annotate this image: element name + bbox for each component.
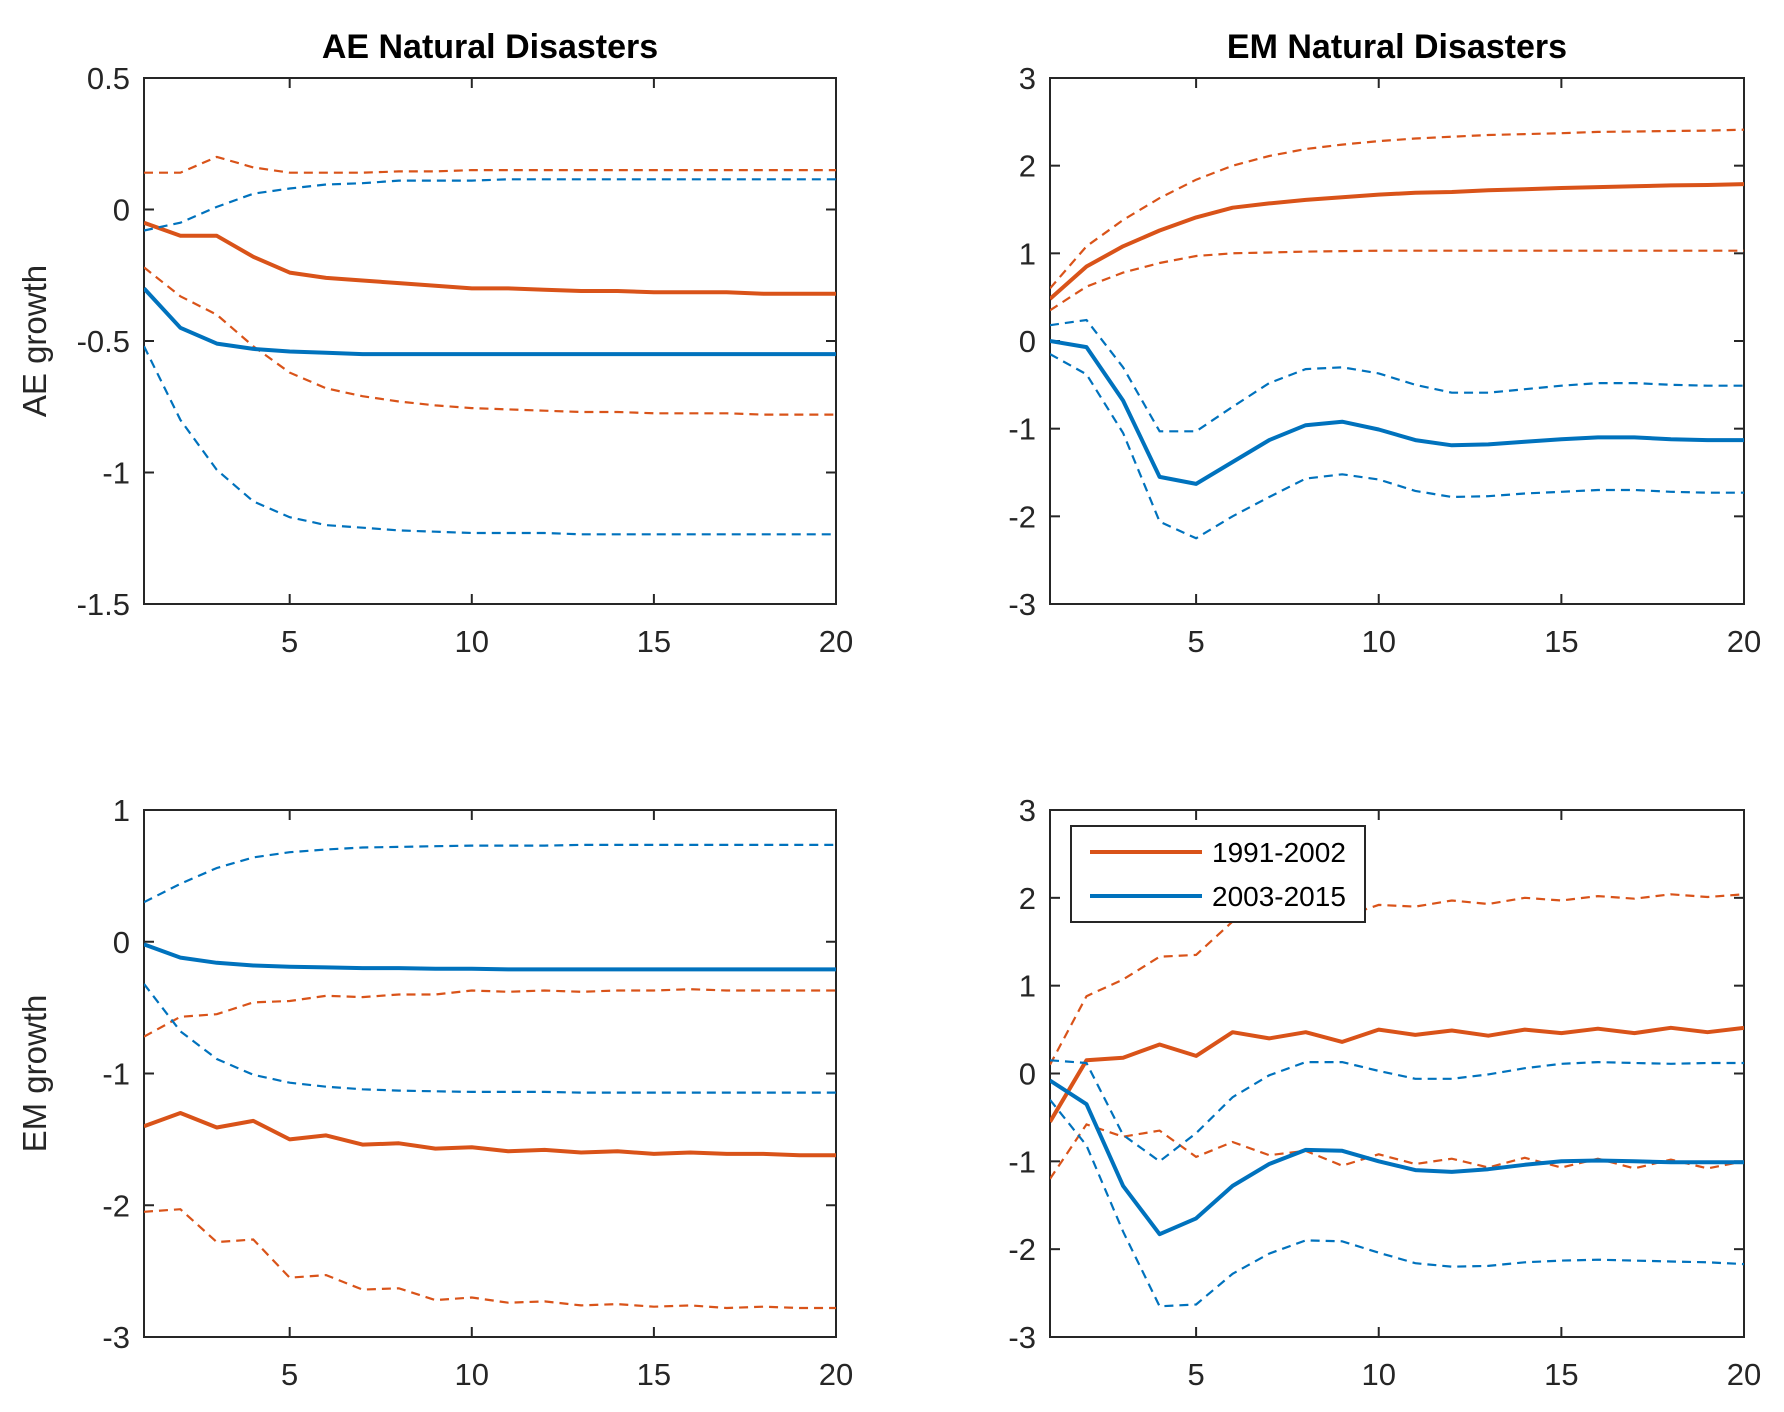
x-tick-label: 15 [637,1357,671,1392]
y-tick-label: 0 [1019,1057,1036,1092]
x-tick-label: 10 [1361,624,1395,659]
y-tick-label: 2 [1019,881,1036,916]
series-line [144,942,836,972]
upper-band-line [144,178,836,232]
x-tick-label: 10 [455,624,489,659]
y-tick-label: 1 [1019,969,1036,1004]
panel-title: EM Natural Disasters [1227,28,1567,66]
y-tick-label: 0 [1019,324,1036,359]
panel-ae-growth-ae-natural-disasters: -1.5 -1 -0.5 0 0.5 5 10 15 20 AE Natural Disaster… [16,28,853,659]
x-tick-label: 5 [1187,624,1204,659]
upper-band-line [144,988,836,1038]
upper-band-line [1050,318,1744,433]
series-line [1050,1078,1744,1237]
x-tick-label: 20 [819,1357,853,1392]
y-tick-label: 2 [1019,149,1036,184]
y-tick-label: 0 [113,193,130,228]
lower-band-line [1050,1123,1744,1180]
x-tick-label: 10 [455,1357,489,1392]
y-tick-label: -1 [1008,412,1036,447]
x-tick-label: 15 [637,624,671,659]
panel-title: AE Natural Disasters [322,28,658,66]
y-tick-label: -1 [1008,1144,1036,1179]
y-axis-label: EM growth [16,995,53,1153]
x-tick-label: 5 [281,1357,298,1392]
plot-area [1050,893,1744,1308]
y-tick-label: -2 [102,1188,130,1223]
legend-label-2003-2015: 2003-2015 [1212,881,1346,912]
upper-band-line [144,843,836,904]
axes-box [1049,77,1745,605]
y-tick-label: -3 [1008,1320,1036,1355]
lower-band-line [144,983,836,1094]
plot-area [144,843,836,1310]
x-tick-label: 15 [1544,1357,1578,1392]
upper-band-line [144,155,836,174]
x-tick-label: 5 [281,624,298,659]
legend: 1991-2002 2003-2015 [1070,825,1366,923]
y-tick-label: -1 [102,456,130,491]
panel-ae-growth-em-natural-disasters: -3 -2 -1 0 1 2 3 5 10 15 20 EM Natural Disasters [1008,28,1761,659]
legend-box [1070,825,1366,923]
series-line [144,287,836,357]
series-line [1050,339,1744,486]
y-tick-label: -2 [1008,499,1036,534]
series-line [144,1111,836,1158]
x-tick-label: 5 [1187,1357,1204,1392]
x-tick-label: 15 [1544,624,1578,659]
y-tick-label: -1 [102,1057,130,1092]
y-tick-label: -2 [1008,1232,1036,1267]
series-line [144,220,836,296]
lower-band-line [1050,353,1744,540]
y-tick-label: 1 [113,793,130,828]
x-tick-label: 10 [1361,1357,1395,1392]
upper-band-line [1050,1059,1744,1163]
series-line [1050,182,1744,301]
lower-band-line [1050,1099,1744,1308]
plot-area [144,155,836,536]
y-tick-label: 0 [113,925,130,960]
upper-band-line [1050,893,1744,1066]
lower-band-line [144,345,836,536]
y-tick-label: 3 [1019,61,1036,96]
lower-band-line [144,1208,836,1310]
y-tick-label: -3 [1008,587,1036,622]
y-tick-label: -3 [102,1320,130,1355]
x-tick-label: 20 [1727,624,1761,659]
y-tick-label: 1 [1019,236,1036,271]
y-tick-label: -0.5 [77,324,130,359]
y-axis-label: AE growth [16,265,53,417]
x-tick-label: 20 [819,624,853,659]
y-tick-label: 3 [1019,793,1036,828]
x-tick-label: 20 [1727,1357,1761,1392]
series-line [1050,1025,1744,1123]
panel-em-growth-em-natural-disasters: -3 -2 -1 0 1 2 3 5 10 15 20 [1008,793,1761,1392]
upper-band-line [1050,128,1744,290]
lower-band-line [1050,249,1744,312]
plot-area [1050,128,1744,540]
y-tick-label: -1.5 [77,587,130,622]
legend-label-1991-2002: 1991-2002 [1212,837,1346,868]
y-tick-label: 0.5 [87,61,130,96]
